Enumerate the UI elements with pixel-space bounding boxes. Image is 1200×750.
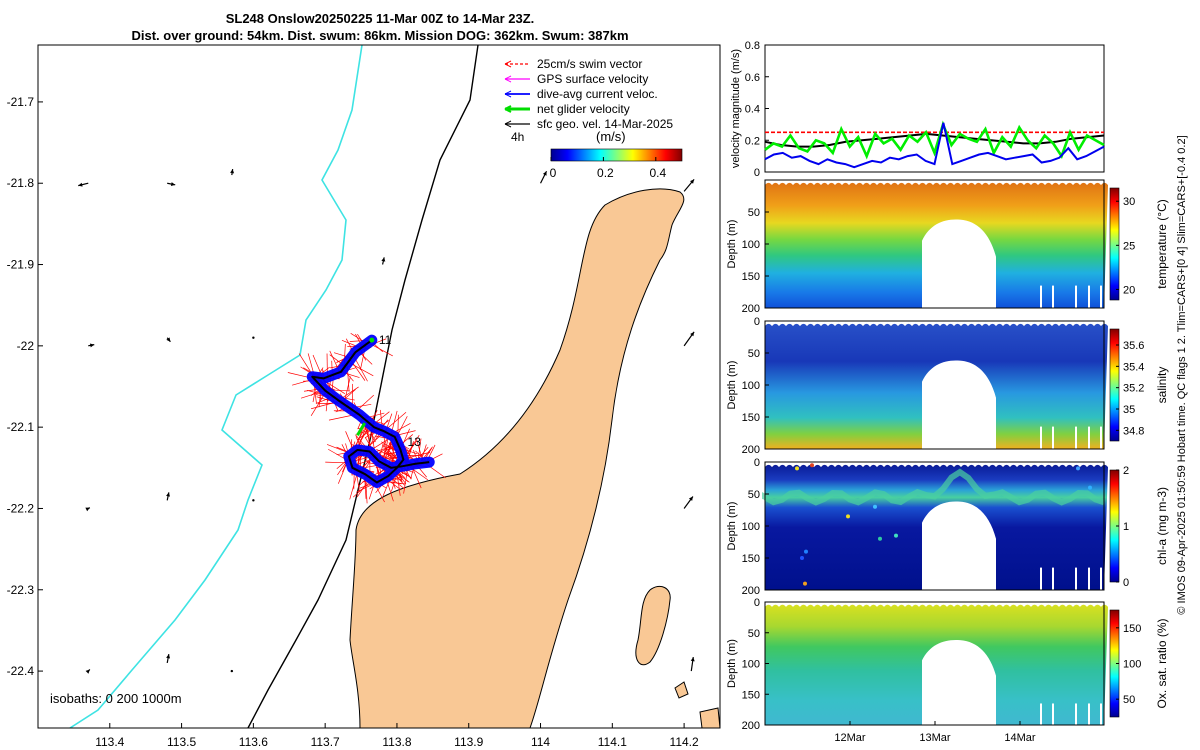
- map-ytick-label: -22.2: [7, 501, 35, 515]
- track-start-marker: [369, 337, 375, 343]
- title-line-2: Dist. over ground: 54km. Dist. swum: 86k…: [131, 28, 629, 43]
- geo-vector: [252, 499, 255, 502]
- map-xtick-label: 114: [531, 735, 550, 749]
- map-xtick-label: 113.9: [454, 735, 483, 749]
- land-mass: [349, 188, 685, 728]
- glider-track: [311, 339, 430, 484]
- geo-vector-head: [78, 182, 83, 187]
- map-xtick-label: 113.6: [239, 735, 268, 749]
- map-ytick-label: -22.1: [7, 420, 35, 434]
- dive-avg-vectors: [306, 334, 435, 488]
- legend-dive-avg: dive-avg current veloc.: [537, 87, 658, 101]
- legend-gps: GPS surface velocity: [537, 72, 648, 86]
- colorbar-unit: (m/s): [596, 129, 626, 144]
- geo-vector-head: [230, 169, 235, 174]
- colorbar-tick-label: 0.2: [597, 166, 614, 180]
- legend-geo: sfc geo. vel. 14-Mar-2025: [537, 117, 673, 131]
- geo-vector: [166, 492, 170, 501]
- geo-vector-head: [690, 657, 695, 662]
- geo-vector: [252, 336, 255, 339]
- map-ytick-label: -21.9: [7, 258, 35, 272]
- map-xtick-label: 113.7: [311, 735, 340, 749]
- geo-vector: [683, 496, 694, 509]
- legend-swim: 25cm/s swim vector: [537, 57, 642, 71]
- map-ytick-label: -21.7: [7, 95, 35, 109]
- geo-vector: [78, 182, 89, 187]
- geo-vector-head: [166, 654, 171, 659]
- geo-vector: [85, 507, 91, 512]
- isobaths-label: isobaths: 0 200 1000m: [50, 691, 182, 706]
- island: [699, 707, 720, 728]
- map-ytick-label: -22.3: [7, 583, 35, 597]
- geo-vector: [381, 257, 386, 265]
- map-xtick-label: 114.2: [670, 735, 699, 749]
- geo-vector-head: [166, 337, 171, 342]
- geo-vector: [166, 337, 171, 343]
- geo-vector: [230, 669, 234, 673]
- credit-text: © IMOS 09-Apr-2025 01:50:59 Hobart time.…: [1176, 135, 1188, 615]
- isobath-shallow: [69, 45, 363, 728]
- geo-vector-head: [170, 182, 176, 187]
- track-day-label: 11: [379, 333, 392, 347]
- title-line-1: SL248 Onslow20250225 11-Mar 00Z to 14-Ma…: [225, 11, 535, 26]
- geo-vector: [683, 331, 695, 347]
- map-ytick-label: -21.8: [7, 176, 35, 190]
- colorbar-tick-label: 0.4: [649, 166, 666, 180]
- geo-vector: [539, 170, 548, 184]
- track-day-label: 13: [408, 435, 422, 449]
- geo-vector-head: [89, 343, 95, 348]
- map-xtick-label: 114.1: [598, 735, 627, 749]
- island: [635, 585, 671, 666]
- geo-vector: [683, 178, 695, 192]
- geo-vector: [690, 656, 695, 672]
- map-xtick-label: 113.5: [167, 735, 196, 749]
- geo-vector: [88, 343, 95, 348]
- speed-colorbar: [550, 148, 683, 162]
- geo-vector-head: [85, 669, 90, 674]
- geo-vector: [230, 169, 235, 176]
- legend-interval: 4h: [511, 130, 524, 144]
- geo-vector: [85, 669, 91, 674]
- map-plot-frame: [37, 44, 721, 729]
- map-legend: 25cm/s swim vector GPS surface velocity …: [504, 57, 673, 144]
- geo-vector-head: [688, 496, 693, 501]
- geo-vector-head: [85, 507, 90, 512]
- net-glider-vector: [356, 422, 366, 437]
- geo-vector: [166, 654, 171, 664]
- map-xtick-label: 113.4: [95, 735, 124, 749]
- geo-vector-head: [381, 257, 386, 262]
- map-xtick-label: 113.8: [382, 735, 411, 749]
- map-ytick-label: -22.4: [7, 664, 35, 678]
- colorbar-tick-label: 0: [550, 166, 557, 180]
- geo-vector-head: [690, 331, 695, 337]
- geo-vector: [167, 182, 176, 187]
- map-ytick-label: -22: [17, 339, 35, 353]
- geo-vector-head: [166, 492, 170, 497]
- geo-vector-head: [542, 171, 547, 176]
- island: [674, 681, 689, 699]
- legend-net: net glider velocity: [537, 102, 630, 116]
- geo-vector-head: [690, 179, 695, 184]
